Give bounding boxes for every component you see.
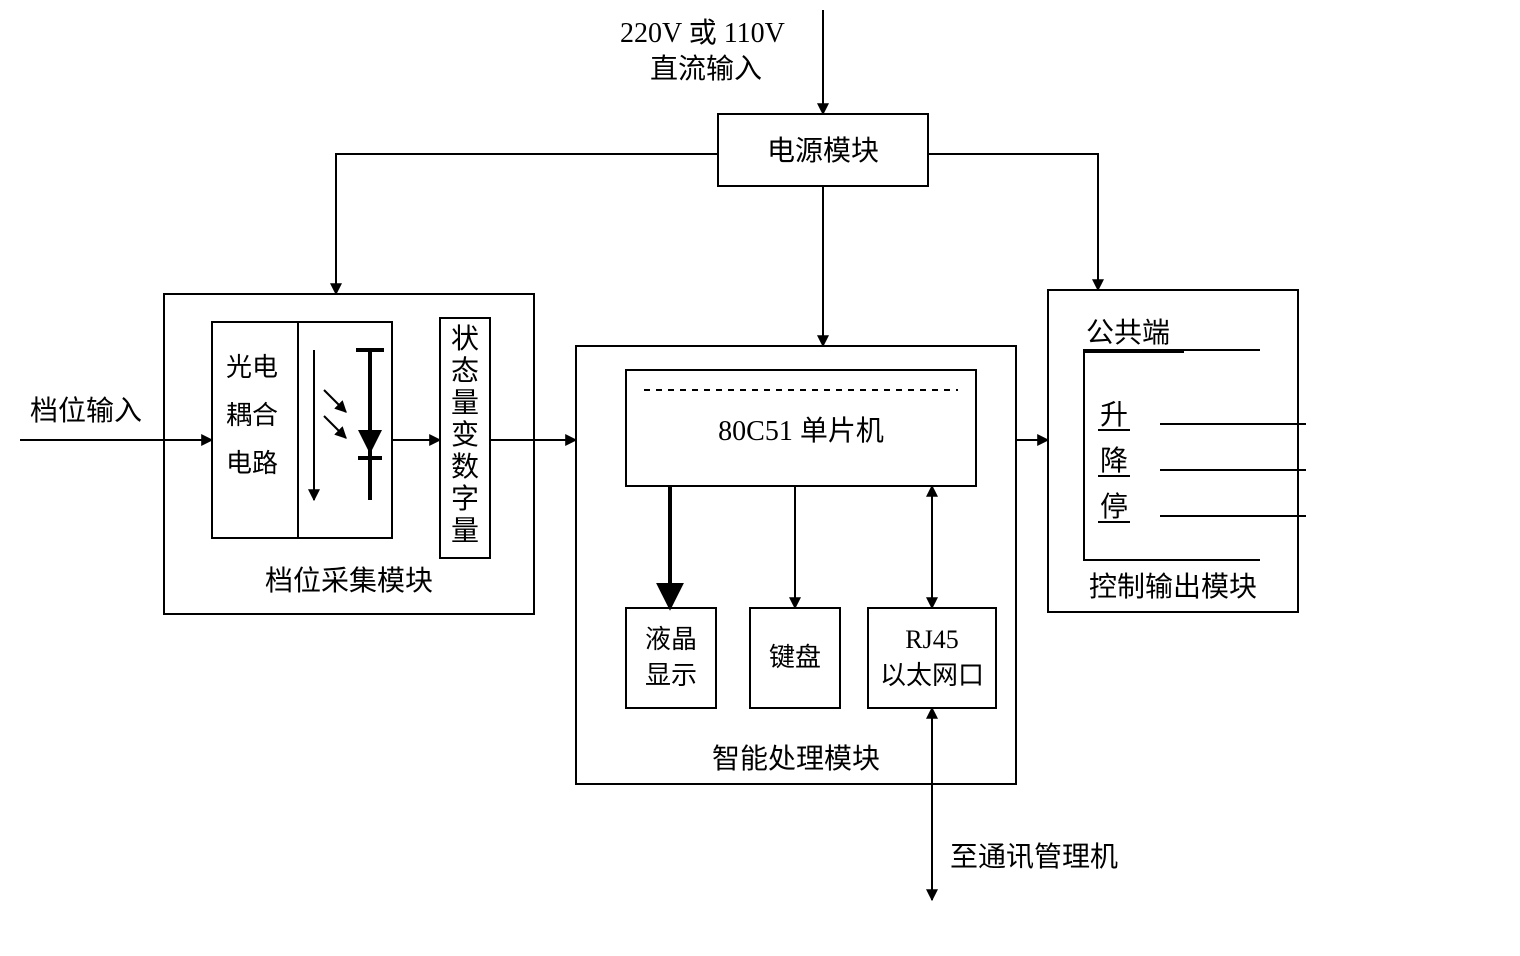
lcd-box: [626, 608, 716, 708]
ctrl-down-label: 降: [1100, 445, 1128, 477]
mcu-label: 80C51 单片机: [718, 415, 884, 447]
svg-text:量: 量: [451, 388, 479, 419]
rj45-line1: RJ45: [905, 625, 958, 654]
gear-module-title: 档位采集模块: [265, 565, 433, 597]
power-module-label: 电源模块: [767, 135, 879, 167]
ctrl-stop-label: 停: [1100, 491, 1128, 523]
optocoupler-icon: [314, 350, 384, 500]
control-output-title: 控制输出模块: [1089, 571, 1257, 603]
lcd-line1: 液晶: [645, 625, 697, 654]
smart-module-title: 智能处理模块: [712, 743, 880, 775]
lcd-line2: 显示: [645, 661, 697, 690]
rj45-line2: 以太网口: [880, 661, 984, 690]
opto-line3: 电路: [226, 449, 278, 478]
keyboard-label: 键盘: [769, 643, 821, 672]
ctrl-up-label: 升: [1100, 400, 1128, 431]
state-to-digital-label: 状态量变数字量: [451, 323, 479, 547]
svg-text:状: 状: [451, 323, 479, 355]
to-comm-label: 至通讯管理机: [950, 841, 1118, 873]
opto-line1: 光电: [226, 353, 278, 382]
rj45-box: [868, 608, 996, 708]
svg-text:字: 字: [451, 483, 479, 515]
opto-line2: 耦合: [226, 401, 278, 430]
dc-input-label-1: 220V 或 110V: [620, 17, 785, 49]
svg-text:量: 量: [451, 516, 479, 547]
svg-text:数: 数: [451, 451, 479, 483]
svg-text:变: 变: [451, 419, 479, 451]
svg-text:态: 态: [451, 355, 479, 387]
dc-input-label-2: 直流输入: [650, 53, 762, 85]
arrow-power-to-ctrl: [928, 154, 1098, 290]
arrow-power-to-gear: [336, 154, 718, 294]
gear-input-label: 档位输入: [30, 395, 142, 427]
common-terminal-label: 公共端: [1086, 317, 1170, 349]
